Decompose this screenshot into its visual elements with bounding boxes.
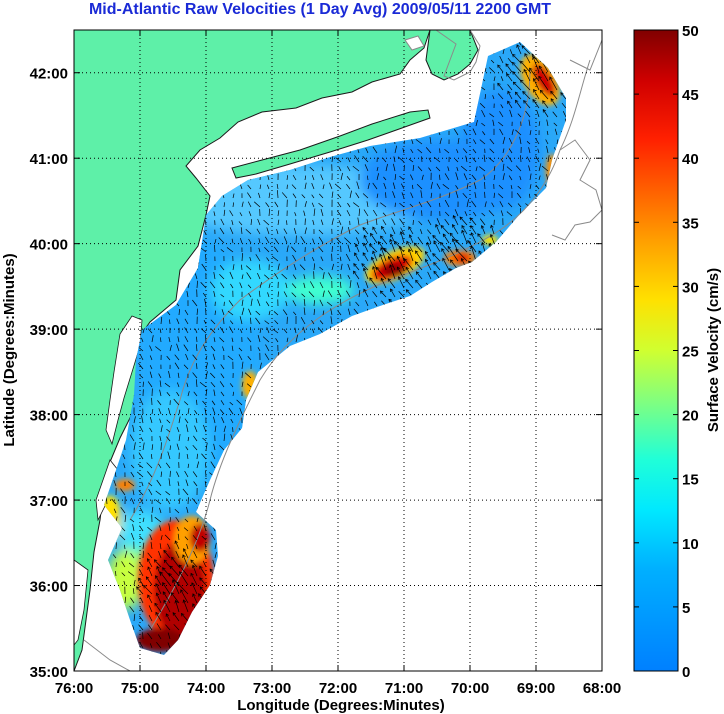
- x-tick-label: 70:00: [451, 680, 489, 697]
- land-long-island: [231, 109, 431, 179]
- colorbar-tick-label: 20: [682, 408, 699, 425]
- y-tick-label: 38:00: [30, 408, 68, 425]
- colorbar-tick-label: 5: [682, 600, 690, 617]
- land-delmarva: [105, 315, 143, 446]
- x-tick-label: 69:00: [517, 680, 555, 697]
- colorbar-tick-label: 0: [682, 664, 690, 681]
- isobath-contour: [129, 69, 531, 521]
- y-tick-label: 35:00: [30, 664, 68, 681]
- x-axis-label: Longitude (Degrees:Minutes): [237, 697, 445, 714]
- y-tick-label: 42:00: [30, 66, 68, 83]
- graticule: [74, 30, 602, 671]
- colorbar-tick-label: 30: [682, 279, 699, 296]
- x-tick-label: 75:00: [121, 680, 159, 697]
- longitude-ticks: 76:00 75:00 74:00 73:00 72:00 71:00 70:00 69:00…: [55, 30, 621, 697]
- map-title: Mid-Atlantic Raw Velocities (1 Day Avg) …: [88, 1, 552, 18]
- colorbar: [633, 29, 679, 672]
- x-tick-label: 68:00: [583, 680, 621, 697]
- y-tick-label: 39:00: [30, 322, 68, 339]
- colorbar-tick-label: 35: [682, 215, 699, 232]
- colorbar-tick-label: 25: [682, 344, 699, 361]
- isobath-contour-2: [149, 59, 591, 631]
- colorbar-tick-label: 40: [682, 151, 699, 168]
- colorbar-tick-label: 10: [682, 536, 699, 553]
- x-tick-label: 76:00: [55, 680, 93, 697]
- y-tick-label: 37:00: [30, 493, 68, 510]
- y-tick-label: 36:00: [30, 579, 68, 596]
- x-tick-label: 71:00: [385, 680, 423, 697]
- colorbar-label: Surface Velocity (cm/s): [705, 268, 722, 432]
- colorbar-tick-label: 45: [682, 87, 699, 104]
- colorbar-tick-label: 15: [682, 472, 699, 489]
- x-tick-label: 73:00: [253, 680, 291, 697]
- x-tick-label: 72:00: [319, 680, 357, 697]
- x-tick-label: 74:00: [187, 680, 225, 697]
- latitude-ticks: 42:00 41:00 40:00 39:00 38:00 37:00 36:00 35:00: [30, 66, 602, 681]
- y-tick-label: 40:00: [30, 237, 68, 254]
- y-tick-label: 41:00: [30, 151, 68, 168]
- colorbar-tick-label: 50: [682, 23, 699, 40]
- colorbar-ticks: 0 5 10 15 20 25 30 35 40 45 50: [634, 23, 699, 681]
- land-mainland: [74, 30, 431, 671]
- y-axis-label: Latitude (Degrees:Minutes): [1, 253, 18, 446]
